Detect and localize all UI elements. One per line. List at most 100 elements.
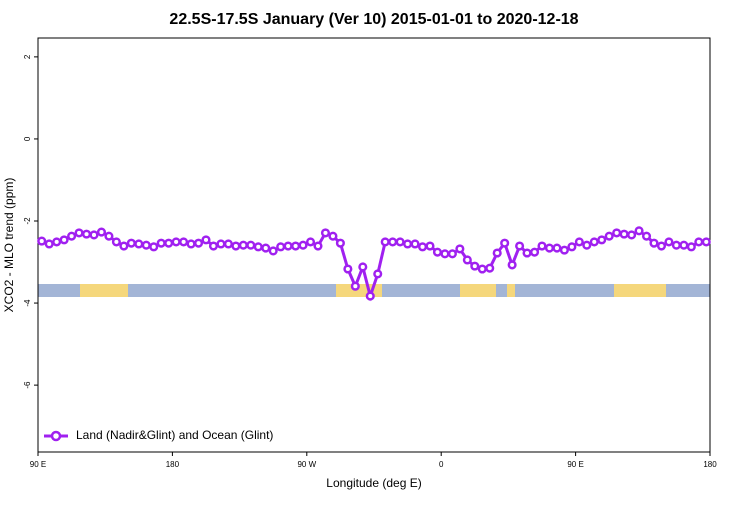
- data-point: [283, 241, 293, 251]
- x-tick-label: 180: [703, 460, 717, 469]
- data-point: [477, 264, 487, 274]
- x-tick-label: 180: [166, 460, 180, 469]
- y-axis-title: XCO2 - MLO trend (ppm): [2, 178, 16, 313]
- chart-title: 22.5S-17.5S January (Ver 10) 2015-01-01 …: [169, 11, 578, 28]
- y-tick-label: -2: [23, 217, 32, 225]
- data-point: [500, 238, 510, 248]
- data-point: [149, 242, 159, 252]
- y-tick-label: 0: [23, 136, 32, 141]
- x-tick-label: 0: [439, 460, 444, 469]
- data-point: [193, 238, 204, 248]
- data-point: [589, 237, 599, 247]
- data-point: [522, 248, 532, 258]
- data-point: [216, 239, 226, 249]
- data-point: [701, 237, 711, 247]
- data-point: [89, 230, 99, 240]
- data-point: [81, 229, 92, 239]
- data-point: [350, 281, 360, 291]
- data-point: [492, 248, 502, 258]
- data-point: [432, 247, 443, 257]
- data-point: [507, 260, 517, 270]
- data-point: [515, 241, 525, 251]
- data-point: [96, 227, 107, 237]
- data-point: [104, 231, 114, 241]
- legend-label: Land (Nadir&Glint) and Ocean (Glint): [76, 428, 273, 442]
- data-point: [440, 249, 450, 259]
- y-tick-label: -4: [23, 299, 32, 307]
- data-point: [305, 237, 316, 247]
- data-point: [335, 238, 345, 248]
- data-point: [582, 240, 592, 250]
- data-point: [649, 238, 659, 248]
- x-tick-label: 90 W: [297, 460, 316, 469]
- data-point: [186, 239, 196, 249]
- legend-marker: [50, 430, 62, 442]
- data-point: [52, 237, 62, 247]
- data-point: [380, 237, 390, 247]
- data-point: [395, 237, 405, 247]
- data-point: [485, 263, 495, 273]
- data-point: [156, 238, 166, 248]
- data-point: [276, 242, 286, 252]
- y-tick-label: 2: [23, 54, 32, 59]
- data-point: [671, 240, 681, 250]
- data-point: [320, 228, 331, 238]
- data-point: [470, 261, 480, 271]
- data-point: [447, 249, 457, 259]
- data-point: [619, 229, 629, 239]
- land-ocean-mask: [38, 284, 710, 297]
- y-tick-label: -6: [23, 381, 32, 389]
- data-point: [164, 238, 174, 248]
- data-point: [604, 231, 614, 241]
- data-point: [455, 244, 465, 254]
- data-point: [686, 242, 696, 252]
- data-point: [44, 239, 54, 249]
- data-point: [529, 247, 540, 257]
- data-point: [67, 231, 77, 241]
- data-point: [208, 241, 219, 251]
- data-point: [74, 228, 84, 238]
- x-axis-title: Longitude (deg E): [326, 476, 421, 490]
- data-point: [403, 239, 413, 249]
- data-point: [634, 226, 644, 236]
- data-point: [201, 235, 211, 245]
- x-tick-label: 90 E: [30, 460, 46, 469]
- data-point: [171, 237, 181, 247]
- data-point: [328, 231, 338, 241]
- data-point: [641, 231, 652, 241]
- data-point: [365, 291, 375, 301]
- data-point: [559, 245, 569, 255]
- data-point: [373, 269, 383, 279]
- data-point: [567, 242, 577, 252]
- data-point: [37, 236, 47, 246]
- data-point: [119, 241, 129, 251]
- data-point: [141, 240, 151, 250]
- data-point: [313, 241, 323, 251]
- data-point: [223, 239, 233, 249]
- data-point: [291, 241, 301, 251]
- data-point: [268, 246, 278, 256]
- data-point: [261, 243, 271, 253]
- data-point: [552, 243, 562, 253]
- data-point: [111, 237, 121, 247]
- data-point: [134, 239, 144, 249]
- data-point: [612, 228, 622, 238]
- data-point: [238, 240, 248, 250]
- data-point: [597, 235, 607, 245]
- data-point: [679, 240, 689, 250]
- data-point: [179, 237, 189, 247]
- data-point: [126, 238, 136, 248]
- data-point: [417, 242, 428, 252]
- data-point: [694, 237, 704, 247]
- data-point: [537, 241, 547, 251]
- data-point: [388, 237, 398, 247]
- data-point: [425, 241, 435, 251]
- data-point: [253, 242, 263, 252]
- data-point: [231, 241, 241, 251]
- data-point: [664, 237, 674, 247]
- data-point: [656, 241, 667, 251]
- data-point: [627, 230, 637, 240]
- data-point: [462, 255, 472, 265]
